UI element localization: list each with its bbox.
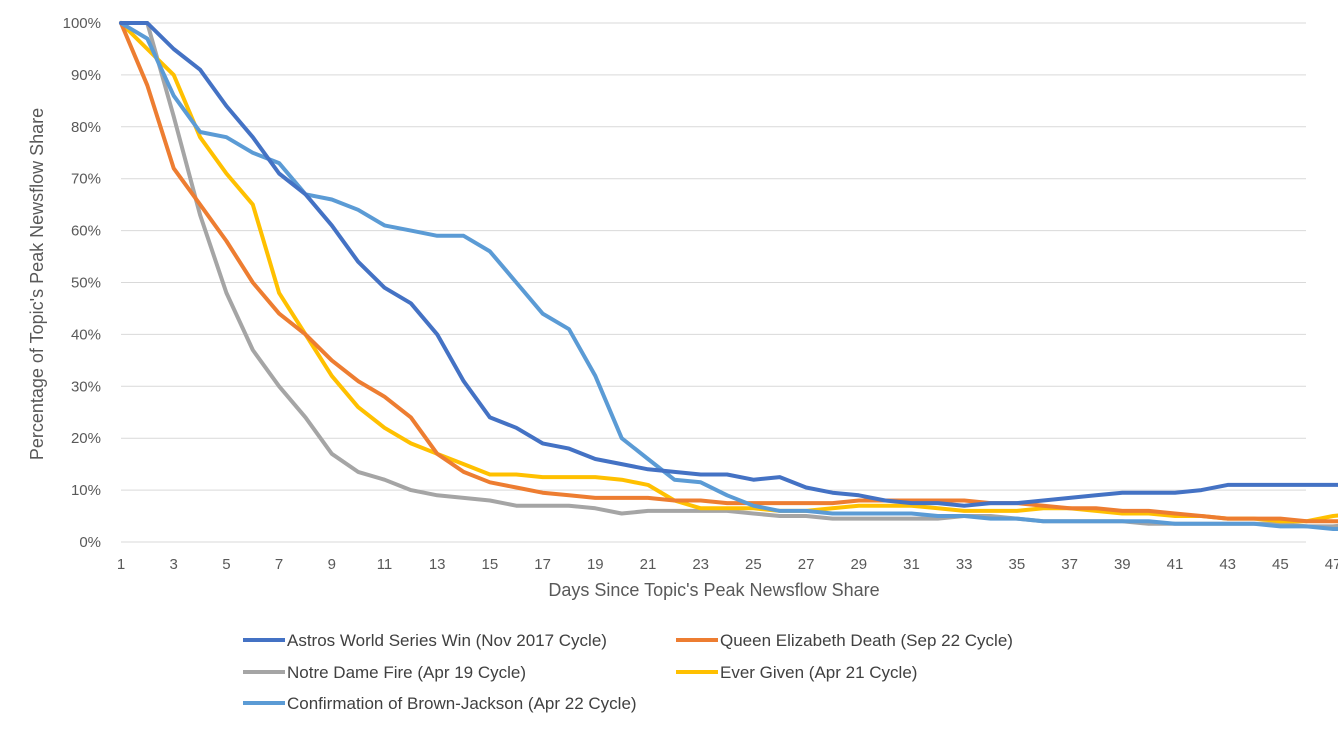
x-tick-label: 29 — [850, 556, 867, 573]
legend-item-3: Notre Dame Fire (Apr 19 Cycle) — [243, 663, 526, 682]
x-tick-label: 33 — [956, 556, 973, 573]
y-tick-label: 80% — [71, 119, 101, 136]
y-tick-label: 40% — [71, 326, 101, 343]
legend-item-2: Queen Elizabeth Death (Sep 22 Cycle) — [676, 631, 1013, 650]
series-line-1 — [119, 21, 1338, 508]
y-tick-label: 0% — [79, 534, 101, 551]
x-tick-label: 19 — [587, 556, 604, 573]
y-tick-label: 60% — [71, 223, 101, 240]
y-tick-label: 70% — [71, 171, 101, 188]
x-tick-label: 39 — [1114, 556, 1131, 573]
x-tick-label: 13 — [429, 556, 446, 573]
x-tick-label: 3 — [170, 556, 178, 573]
x-tick-label: 37 — [1061, 556, 1078, 573]
legend-label: Astros World Series Win (Nov 2017 Cycle) — [287, 631, 607, 650]
x-tick-label: 21 — [640, 556, 657, 573]
series-lines — [119, 21, 1338, 531]
x-tick-label: 27 — [798, 556, 815, 573]
x-tick-label: 15 — [482, 556, 499, 573]
y-tick-label: 100% — [63, 15, 101, 32]
x-tick-label: 43 — [1219, 556, 1236, 573]
x-tick-label: 41 — [1167, 556, 1184, 573]
legend-label: Ever Given (Apr 21 Cycle) — [720, 663, 917, 682]
series-line-2 — [119, 21, 1338, 524]
x-tick-label: 9 — [328, 556, 336, 573]
y-tick-label: 20% — [71, 430, 101, 447]
legend-item-1: Astros World Series Win (Nov 2017 Cycle) — [243, 631, 607, 650]
legend: Astros World Series Win (Nov 2017 Cycle)… — [243, 631, 1013, 713]
legend-label: Confirmation of Brown-Jackson (Apr 22 Cy… — [287, 694, 637, 713]
legend-label: Queen Elizabeth Death (Sep 22 Cycle) — [720, 631, 1013, 650]
x-axis-title: Days Since Topic's Peak Newsflow Share — [548, 580, 879, 600]
gridlines — [121, 22, 1306, 543]
x-tick-label: 31 — [903, 556, 920, 573]
y-tick-label: 10% — [71, 482, 101, 499]
y-tick-label: 90% — [71, 67, 101, 84]
x-tick-label: 47 — [1325, 556, 1338, 573]
x-tick-label: 23 — [692, 556, 709, 573]
x-axis-ticks: 1 3 5 7 9 11 13 15 17 19 21 23 25 27 29 31 33 35 37 39 41 43 4… — [117, 556, 1338, 573]
x-tick-label: 7 — [275, 556, 283, 573]
x-tick-label: 35 — [1009, 556, 1026, 573]
x-tick-label: 17 — [534, 556, 551, 573]
series-line-4 — [119, 21, 1338, 524]
y-tick-label: 30% — [71, 378, 101, 395]
x-tick-label: 25 — [745, 556, 762, 573]
series-line-5 — [119, 21, 1338, 531]
y-axis-title: Percentage of Topic's Peak Newsflow Shar… — [27, 108, 47, 460]
series-line-3 — [119, 21, 1338, 529]
y-axis-ticks: 0% 10% 20% 30% 40% 50% 60% 70% 80% 90% 100% — [63, 15, 101, 551]
legend-item-4: Ever Given (Apr 21 Cycle) — [676, 663, 917, 682]
legend-label: Notre Dame Fire (Apr 19 Cycle) — [287, 663, 526, 682]
x-tick-label: 11 — [377, 556, 393, 573]
legend-item-5: Confirmation of Brown-Jackson (Apr 22 Cy… — [243, 694, 637, 713]
x-tick-label: 1 — [117, 556, 125, 573]
y-tick-label: 50% — [71, 275, 101, 292]
x-tick-label: 5 — [222, 556, 230, 573]
x-tick-label: 45 — [1272, 556, 1289, 573]
